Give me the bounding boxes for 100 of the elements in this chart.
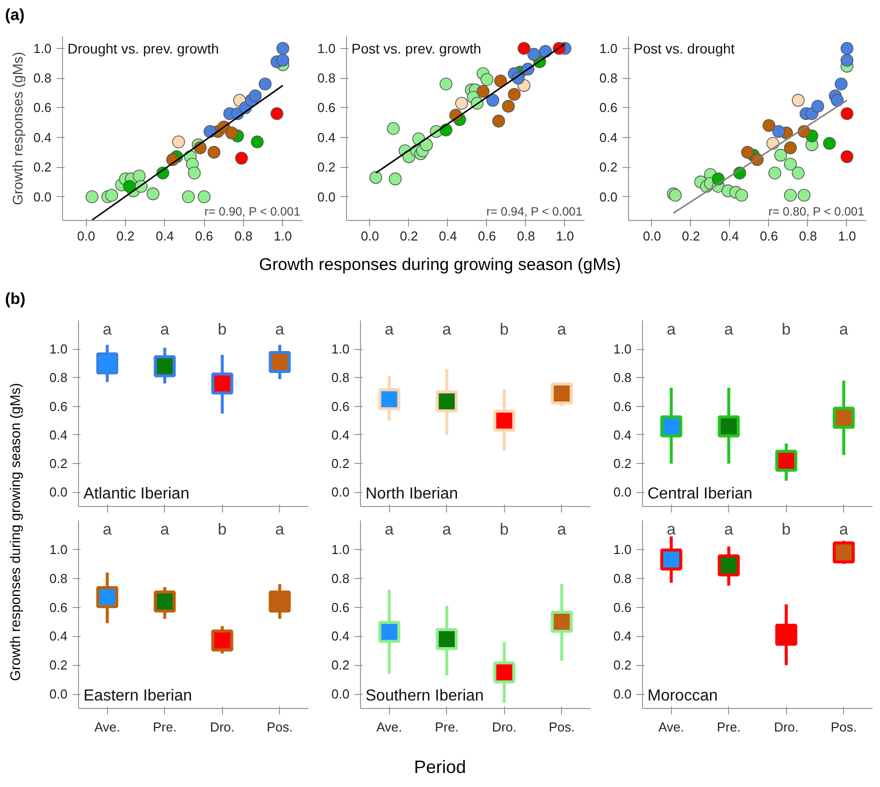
point — [508, 88, 521, 101]
y-tick-label: 0.4 — [49, 628, 68, 644]
point — [762, 119, 776, 132]
x-tick-label: Dro. — [774, 720, 799, 734]
y-tick-label: 0.0 — [49, 484, 68, 500]
y-tick-label: 0.0 — [613, 484, 632, 500]
chart-title: Post vs. drought — [634, 40, 735, 56]
y-tick-label: 0.2 — [331, 456, 350, 472]
point — [480, 73, 494, 86]
y-tick-label: 0.4 — [599, 130, 618, 145]
point — [792, 94, 805, 107]
y-tick-label: 0.8 — [613, 570, 632, 586]
y-tick-label: 0.6 — [599, 100, 618, 116]
point — [96, 586, 118, 608]
annotation: a — [102, 522, 112, 538]
x-tick-label: Dro. — [210, 720, 235, 734]
point — [834, 78, 848, 90]
x-axis-title: Growth responses during growing season (gMs) — [259, 254, 621, 276]
annotation: r= 0.90, P < 0.001 — [204, 204, 301, 218]
annotation: a — [666, 522, 676, 538]
text: Atlantic Iberian — [84, 486, 190, 502]
point — [486, 94, 500, 107]
point — [660, 415, 682, 438]
y-tick-label: 0.8 — [599, 70, 618, 86]
point — [840, 150, 854, 164]
point — [798, 188, 810, 202]
point — [832, 406, 855, 429]
y-tick-label: 1.0 — [49, 342, 68, 357]
y-tick-label: 0.0 — [599, 189, 618, 204]
chart-title: Post vs. prev. growth — [352, 40, 482, 56]
point — [811, 100, 824, 113]
y-tick-label: 0.8 — [49, 570, 68, 586]
x-tick-label: Pre. — [152, 720, 177, 734]
x-tick-label: 0.4 — [156, 228, 174, 244]
point — [369, 171, 382, 184]
annotation: a — [384, 522, 394, 538]
annotation: b — [782, 322, 791, 338]
x-tick-label: 0.4 — [438, 228, 457, 244]
annotation: a — [666, 322, 676, 338]
x-tick-label: Dro. — [492, 720, 517, 734]
point — [386, 122, 400, 135]
annotation: a — [839, 322, 848, 338]
y-tick-label: 0.8 — [49, 370, 68, 386]
y-tick-label: 0.0 — [331, 686, 350, 702]
y-tick-label: 0.2 — [33, 160, 52, 175]
y-tick-label: 0.6 — [331, 600, 350, 615]
y-tick-label: 0.2 — [317, 160, 336, 175]
point — [248, 89, 262, 102]
y-tick-label: 0.2 — [331, 658, 350, 673]
point — [211, 630, 234, 652]
y-tick-label: 0.0 — [49, 686, 68, 702]
point — [258, 78, 272, 90]
annotation: a — [384, 322, 394, 338]
x-tick-label: 0.2 — [682, 228, 700, 244]
point — [122, 180, 136, 193]
x-tick-label: 0.6 — [478, 228, 496, 244]
point — [768, 166, 782, 180]
y-tick-label: 0.4 — [613, 427, 632, 442]
point — [172, 135, 185, 148]
y-tick-label: 0.4 — [331, 628, 350, 644]
y-tick-label: 1.0 — [317, 40, 336, 56]
annotation: a — [442, 522, 452, 538]
point — [502, 100, 515, 113]
chart-subtitle: (a) — [5, 6, 25, 26]
point — [235, 152, 248, 165]
x-tick-label: 0.4 — [720, 228, 739, 244]
y-tick-label: 0.2 — [613, 456, 632, 472]
point — [539, 44, 552, 58]
y-axis-title: Growth responses during growing season (gMs) — [6, 382, 24, 682]
y-tick-label: 0.4 — [33, 130, 52, 145]
x-tick-label: Pre. — [716, 720, 741, 734]
y-tick-label: 0.0 — [331, 484, 350, 500]
x-tick-label: Pos. — [266, 720, 293, 734]
x-tick-label: 0.8 — [798, 228, 818, 244]
x-tick-label: Ave. — [658, 720, 684, 734]
point — [96, 352, 118, 374]
y-tick-label: 0.2 — [49, 658, 68, 673]
annotation: r= 0.80, P < 0.001 — [768, 204, 865, 218]
annotation: a — [839, 522, 848, 538]
point — [784, 188, 797, 202]
y-tick-label: 0.6 — [613, 398, 632, 414]
annotation: a — [442, 322, 452, 338]
point — [154, 355, 176, 378]
point — [550, 382, 573, 404]
y-tick-label: 0.4 — [613, 628, 632, 644]
y-axis-title: Growth responses (gMs) — [9, 52, 26, 206]
y-tick-label: 1.0 — [331, 342, 350, 357]
y-tick-label: 0.2 — [599, 160, 618, 175]
x-tick-label: Ave. — [94, 720, 120, 734]
y-tick-label: 0.6 — [49, 398, 68, 414]
point — [718, 415, 740, 438]
x-tick-label: 0.0 — [77, 228, 96, 244]
point — [840, 54, 854, 67]
point — [388, 172, 402, 186]
text: Southern Iberian — [366, 688, 484, 704]
x-tick-label: Ave. — [376, 720, 402, 734]
annotation: b — [218, 322, 227, 338]
x-tick-label: 0.0 — [360, 228, 379, 244]
annotation: a — [724, 522, 734, 538]
annotation: a — [160, 322, 170, 338]
